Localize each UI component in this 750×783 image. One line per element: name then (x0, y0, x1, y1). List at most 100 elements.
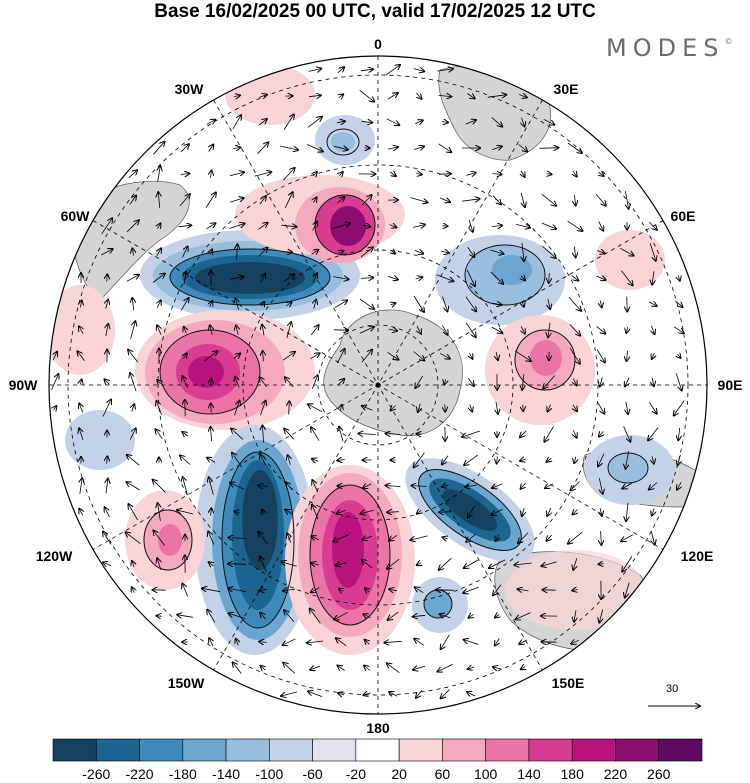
wind-arrow (387, 663, 400, 674)
wind-arrow (258, 486, 268, 487)
wind-arrow (387, 512, 399, 513)
wind-arrow (362, 536, 372, 540)
wind-arrow (541, 193, 556, 206)
wind-arrow (331, 223, 350, 229)
wind-arrow (181, 298, 188, 311)
wind-arrow (389, 589, 397, 591)
lon-label-120w: 120W (35, 548, 73, 564)
wind-arrow (334, 611, 348, 619)
wind-arrow (106, 479, 108, 494)
wind-arrow (519, 95, 527, 98)
colorbar-tick-label: -220 (125, 766, 154, 782)
wind-arrow (211, 171, 212, 178)
wind-arrow (158, 166, 161, 182)
wind-arrow (230, 277, 243, 279)
wind-arrow (365, 588, 369, 592)
wind-arrow (183, 477, 188, 496)
wind-arrow (334, 146, 348, 149)
wind-arrow (312, 459, 319, 461)
colorbar-tick-label: -260 (82, 766, 111, 782)
wind-arrow (675, 300, 682, 307)
wind-arrow (521, 117, 524, 127)
wind-arrow (439, 352, 450, 358)
wind-arrow (106, 300, 108, 309)
wind-arrow (627, 350, 628, 361)
wind-arrow (492, 146, 502, 149)
wind-arrow (549, 273, 550, 283)
wind-arrow (365, 640, 370, 645)
wind-arrow (597, 402, 605, 413)
wind-arrow (234, 401, 240, 416)
wind-arrow (445, 404, 446, 411)
wind-arrow (598, 172, 603, 176)
wind-arrow (621, 534, 634, 541)
anomaly-blob (330, 206, 366, 246)
wind-arrow (416, 174, 422, 175)
wind-arrow (313, 198, 316, 203)
wind-arrow (438, 95, 452, 96)
wind-arrow (281, 562, 297, 567)
wind-arrow (596, 326, 606, 333)
wind-arrow (182, 584, 188, 597)
wind-arrow (571, 481, 580, 491)
lon-label-60e: 60E (670, 208, 696, 224)
wind-arrow (126, 275, 139, 282)
wind-arrow (132, 404, 135, 412)
wind-arrow (677, 482, 681, 489)
lon-label-150e: 150E (551, 675, 585, 691)
lon-label-30e: 30E (553, 81, 579, 97)
wind-arrow (568, 531, 583, 543)
wind-arrow (79, 326, 83, 334)
wind-arrow (79, 428, 83, 440)
wind-arrow (289, 401, 290, 415)
latitude-circle (67, 74, 689, 696)
wind-arrow (132, 561, 134, 568)
wind-arrow (388, 147, 398, 149)
wind-arrow (462, 430, 481, 437)
wind-arrow (204, 351, 218, 362)
wind-arrow (541, 222, 556, 229)
wind-arrow (514, 350, 531, 361)
wind-arrow (466, 173, 476, 176)
wind-arrow (80, 301, 81, 308)
wind-arrow (127, 455, 140, 466)
wind-arrow (387, 558, 400, 569)
wind-arrow (158, 503, 161, 521)
wind-arrow (438, 143, 452, 152)
wind-arrow (467, 692, 476, 696)
colorbar-tick-label: -140 (212, 766, 241, 782)
wind-arrow (339, 427, 344, 442)
pole-dot (375, 382, 381, 388)
wind-arrow (516, 224, 530, 227)
wind-arrow (282, 352, 295, 361)
wind-arrow (417, 92, 422, 99)
wind-arrow (207, 458, 216, 463)
wind-arrow (361, 350, 372, 363)
lon-label-30w: 30W (174, 81, 204, 97)
wind-arrow (178, 225, 192, 227)
wind-arrow (260, 556, 267, 572)
latitude-circle (317, 324, 439, 446)
wind-arrow (489, 559, 506, 568)
wind-arrow (337, 666, 345, 671)
wind-arrow (545, 484, 554, 488)
wind-arrow (285, 510, 294, 515)
wind-arrow (495, 638, 500, 646)
wind-arrow (281, 225, 297, 227)
wind-arrow (209, 477, 214, 495)
wind-arrow (599, 609, 602, 623)
wind-arrow (522, 242, 524, 261)
wind-arrow (314, 300, 316, 309)
wind-arrow (286, 302, 291, 306)
wind-arrow (413, 615, 426, 616)
lon-label-0: 0 (374, 36, 382, 52)
wind-arrow (258, 248, 268, 257)
wind-arrow (129, 428, 136, 440)
wind-arrow (622, 483, 632, 488)
wind-arrow (518, 144, 528, 152)
wind-arrow (339, 589, 344, 592)
wind-arrow (228, 538, 246, 539)
wind-arrow (360, 510, 374, 513)
wind-arrow (261, 666, 266, 670)
latitude-circle (157, 164, 599, 606)
